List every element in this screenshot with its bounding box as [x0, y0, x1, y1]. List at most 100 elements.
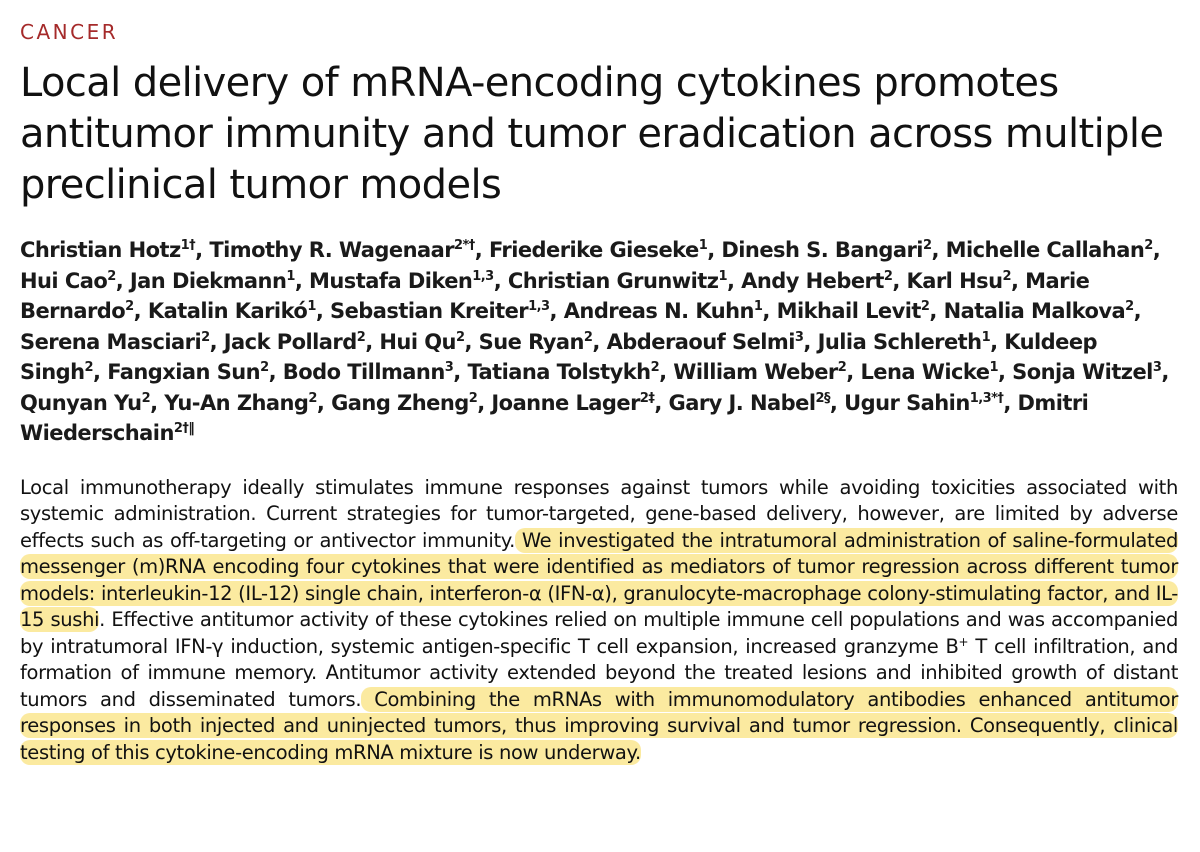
author: Lena Wicke1: [860, 360, 998, 384]
author-affiliation: 2: [1002, 268, 1011, 284]
author-name: Serena Masciari: [20, 329, 202, 354]
author: Gary J. Nabel2§: [668, 390, 831, 415]
author-name: Gary J. Nabel: [668, 390, 816, 415]
author-name: Katalin Karikó: [147, 299, 308, 323]
author-name: Yu-An Zhang: [164, 390, 309, 415]
author: Andreas N. Kuhn1: [564, 299, 763, 323]
author: Friederike Gieseke1: [488, 238, 708, 262]
author-affiliation: 1†: [180, 238, 196, 253]
author-name: Christian Hotz: [20, 238, 181, 262]
author: Dmitri Wiederschain2†‖: [20, 390, 1089, 446]
author-name: Fangxian Sun: [107, 360, 261, 384]
author-name: Bodo Tillmann: [282, 360, 445, 384]
author: Tatiana Tolstykh2: [467, 360, 659, 384]
author: Sonja Witzel3: [1012, 360, 1162, 384]
author-affiliation: 2: [837, 360, 847, 375]
abstract-text: Local immunotherapy ideally stimulates i…: [20, 475, 1178, 552]
author: Christian Hotz1†: [20, 238, 196, 262]
author: Yu-An Zhang2: [164, 391, 317, 415]
author-affiliation: 2: [201, 329, 210, 345]
author-affiliation: 2: [260, 360, 269, 375]
author-name: Dinesh S. Bangari: [721, 238, 923, 262]
author-affiliation: 2: [125, 299, 134, 314]
author-name: Kuldeep Singh: [20, 329, 1098, 385]
author-name: Tatiana Tolstykh: [467, 360, 651, 384]
author-affiliation: 2: [922, 238, 932, 253]
section-label: CANCER: [20, 20, 119, 44]
author: Sebastian Kreiter1,3: [330, 299, 550, 323]
author-name: Mikhail Levit: [776, 299, 922, 323]
author-affiliation: 2: [107, 268, 116, 284]
author-name: Christian Grunwitz: [507, 268, 719, 293]
author: Sue Ryan2: [479, 330, 593, 354]
author-name: Joanne Lager: [491, 390, 640, 415]
author: Joanne Lager2‡: [491, 391, 654, 415]
author-affiliation: 2: [1125, 299, 1134, 314]
abstract-text: T cell infiltration, and formation of im…: [20, 634, 1178, 711]
author-affiliation: 2: [583, 329, 593, 345]
author-name: Marie Bernardo: [20, 268, 1090, 324]
author: Marie Bernardo2: [20, 268, 1090, 324]
author-name: Hui Qu: [379, 329, 456, 354]
author-affiliation: 2: [883, 268, 893, 284]
author-name: Andy Hebert: [741, 268, 884, 293]
author-affiliation: 2: [1144, 238, 1153, 253]
author: Natalia Malkova2: [943, 299, 1135, 323]
author: Abderaouf Selmi3: [607, 330, 804, 354]
author-affiliation: 1,3*†: [969, 390, 1004, 406]
author-name: Michelle Callahan: [945, 238, 1145, 262]
author-affiliation: 1: [981, 329, 991, 345]
author-name: Jack Pollard: [223, 329, 357, 354]
author-affiliation: 2§: [815, 390, 830, 406]
author: Michelle Callahan2: [945, 238, 1154, 262]
author-name: Natalia Malkova: [943, 299, 1126, 323]
author: Hui Qu2: [379, 329, 465, 354]
author-affiliation: 1,3: [528, 299, 550, 314]
author: Timothy R. Wagenaar2*†: [209, 238, 475, 262]
author-name: Qunyan Yu: [20, 390, 142, 415]
author: Hui Cao2: [20, 269, 116, 293]
author: Dinesh S. Bangari2: [721, 238, 932, 262]
author-name: Sonja Witzel: [1012, 360, 1153, 384]
author: Karl Hsu2: [906, 268, 1012, 293]
author-affiliation: 3: [1152, 360, 1162, 375]
author: Jack Pollard2: [223, 329, 366, 354]
author: Julia Schlereth1: [817, 329, 991, 354]
author: Serena Masciari2: [20, 330, 210, 354]
author-name: Lena Wicke: [860, 360, 990, 384]
author-affiliation: 2*†: [454, 238, 475, 253]
author-affiliation: 2: [468, 390, 478, 406]
author: Bodo Tillmann3: [282, 360, 454, 384]
author-affiliation: 1: [307, 299, 316, 314]
superscript: +: [958, 634, 969, 649]
author-affiliation: 1: [753, 299, 763, 314]
author: Jan Diekmann1: [130, 269, 295, 293]
author-affiliation: 2: [920, 299, 930, 314]
author-name: Hui Cao: [20, 268, 108, 293]
author-affiliation: 2: [84, 360, 94, 375]
author-name: Andreas N. Kuhn: [563, 299, 755, 323]
author-affiliation: 1: [698, 238, 708, 253]
author-affiliation: 2: [650, 360, 660, 375]
author-affiliation: 1: [989, 360, 998, 375]
author-affiliation: 2: [141, 390, 151, 406]
author: Ugur Sahin1,3*†: [844, 390, 1004, 415]
article-title: Local delivery of mRNA-encoding cytokine…: [20, 60, 1164, 208]
author-name: Dmitri Wiederschain: [20, 390, 1089, 446]
author-name: Gang Zheng: [331, 390, 469, 415]
author-name: Friederike Gieseke: [488, 238, 699, 262]
author-affiliation: 1: [286, 268, 295, 284]
author-affiliation: 1,3: [472, 268, 494, 284]
author-affiliation: 2: [308, 390, 317, 406]
author-affiliation: 2†‖: [173, 421, 195, 436]
author-affiliation: 2: [455, 329, 465, 345]
author-name: Mustafa Diken: [309, 268, 473, 293]
author: William Weber2: [673, 360, 846, 384]
author-name: William Weber: [673, 360, 838, 384]
author-name: Julia Schlereth: [817, 329, 983, 354]
author-name: Karl Hsu: [906, 268, 1003, 293]
author-affiliation: 3: [794, 329, 804, 345]
author: Mikhail Levit2: [777, 299, 930, 323]
author-name: Sue Ryan: [478, 329, 585, 354]
author: Qunyan Yu2: [20, 390, 151, 415]
